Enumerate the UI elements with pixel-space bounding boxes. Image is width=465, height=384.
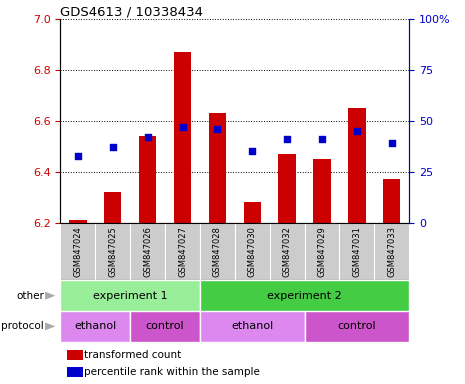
Text: experiment 1: experiment 1 [93, 291, 167, 301]
Text: GSM847026: GSM847026 [143, 226, 152, 277]
Bar [305, 223, 339, 280]
Bar [200, 311, 305, 342]
Bar [235, 223, 270, 280]
Text: GSM847031: GSM847031 [352, 226, 361, 277]
Bar [200, 223, 235, 280]
Bar [139, 136, 156, 223]
Bar [209, 113, 226, 223]
Bar [130, 311, 200, 342]
Bar [67, 351, 83, 360]
Text: control: control [338, 321, 376, 331]
Text: GSM847028: GSM847028 [213, 226, 222, 277]
Bar [279, 154, 296, 223]
Text: GSM847033: GSM847033 [387, 226, 396, 277]
Polygon shape [45, 292, 55, 300]
Point [109, 144, 116, 151]
Bar [348, 108, 365, 223]
Point [318, 136, 325, 142]
Text: GSM847027: GSM847027 [178, 226, 187, 277]
Bar [270, 223, 305, 280]
Bar [104, 192, 121, 223]
Text: other: other [16, 291, 44, 301]
Bar [305, 311, 409, 342]
Point [283, 136, 291, 142]
Point [144, 134, 152, 140]
Point [388, 140, 395, 146]
Bar [200, 280, 409, 311]
Bar [244, 202, 261, 223]
Polygon shape [45, 323, 55, 330]
Bar [60, 280, 200, 311]
Bar [60, 311, 130, 342]
Bar [130, 223, 165, 280]
Bar [339, 223, 374, 280]
Bar [165, 223, 200, 280]
Point [248, 149, 256, 155]
Text: control: control [146, 321, 185, 331]
Point [353, 128, 361, 134]
Bar [69, 220, 86, 223]
Text: ethanol: ethanol [74, 321, 116, 331]
Bar [374, 223, 409, 280]
Text: GSM847030: GSM847030 [248, 226, 257, 277]
Point [214, 126, 221, 132]
Text: transformed count: transformed count [84, 350, 181, 360]
Bar [313, 159, 331, 223]
Text: ethanol: ethanol [231, 321, 273, 331]
Bar [67, 367, 83, 377]
Bar [95, 223, 130, 280]
Text: percentile rank within the sample: percentile rank within the sample [84, 367, 260, 377]
Text: experiment 2: experiment 2 [267, 291, 342, 301]
Text: protocol: protocol [1, 321, 44, 331]
Bar [60, 223, 95, 280]
Text: GSM847032: GSM847032 [283, 226, 292, 277]
Text: GDS4613 / 10338434: GDS4613 / 10338434 [60, 5, 204, 18]
Point [179, 124, 186, 130]
Bar [383, 179, 400, 223]
Text: GSM847025: GSM847025 [108, 226, 117, 277]
Text: GSM847024: GSM847024 [73, 226, 82, 277]
Point [74, 152, 82, 159]
Bar [174, 52, 191, 223]
Text: GSM847029: GSM847029 [318, 226, 326, 277]
